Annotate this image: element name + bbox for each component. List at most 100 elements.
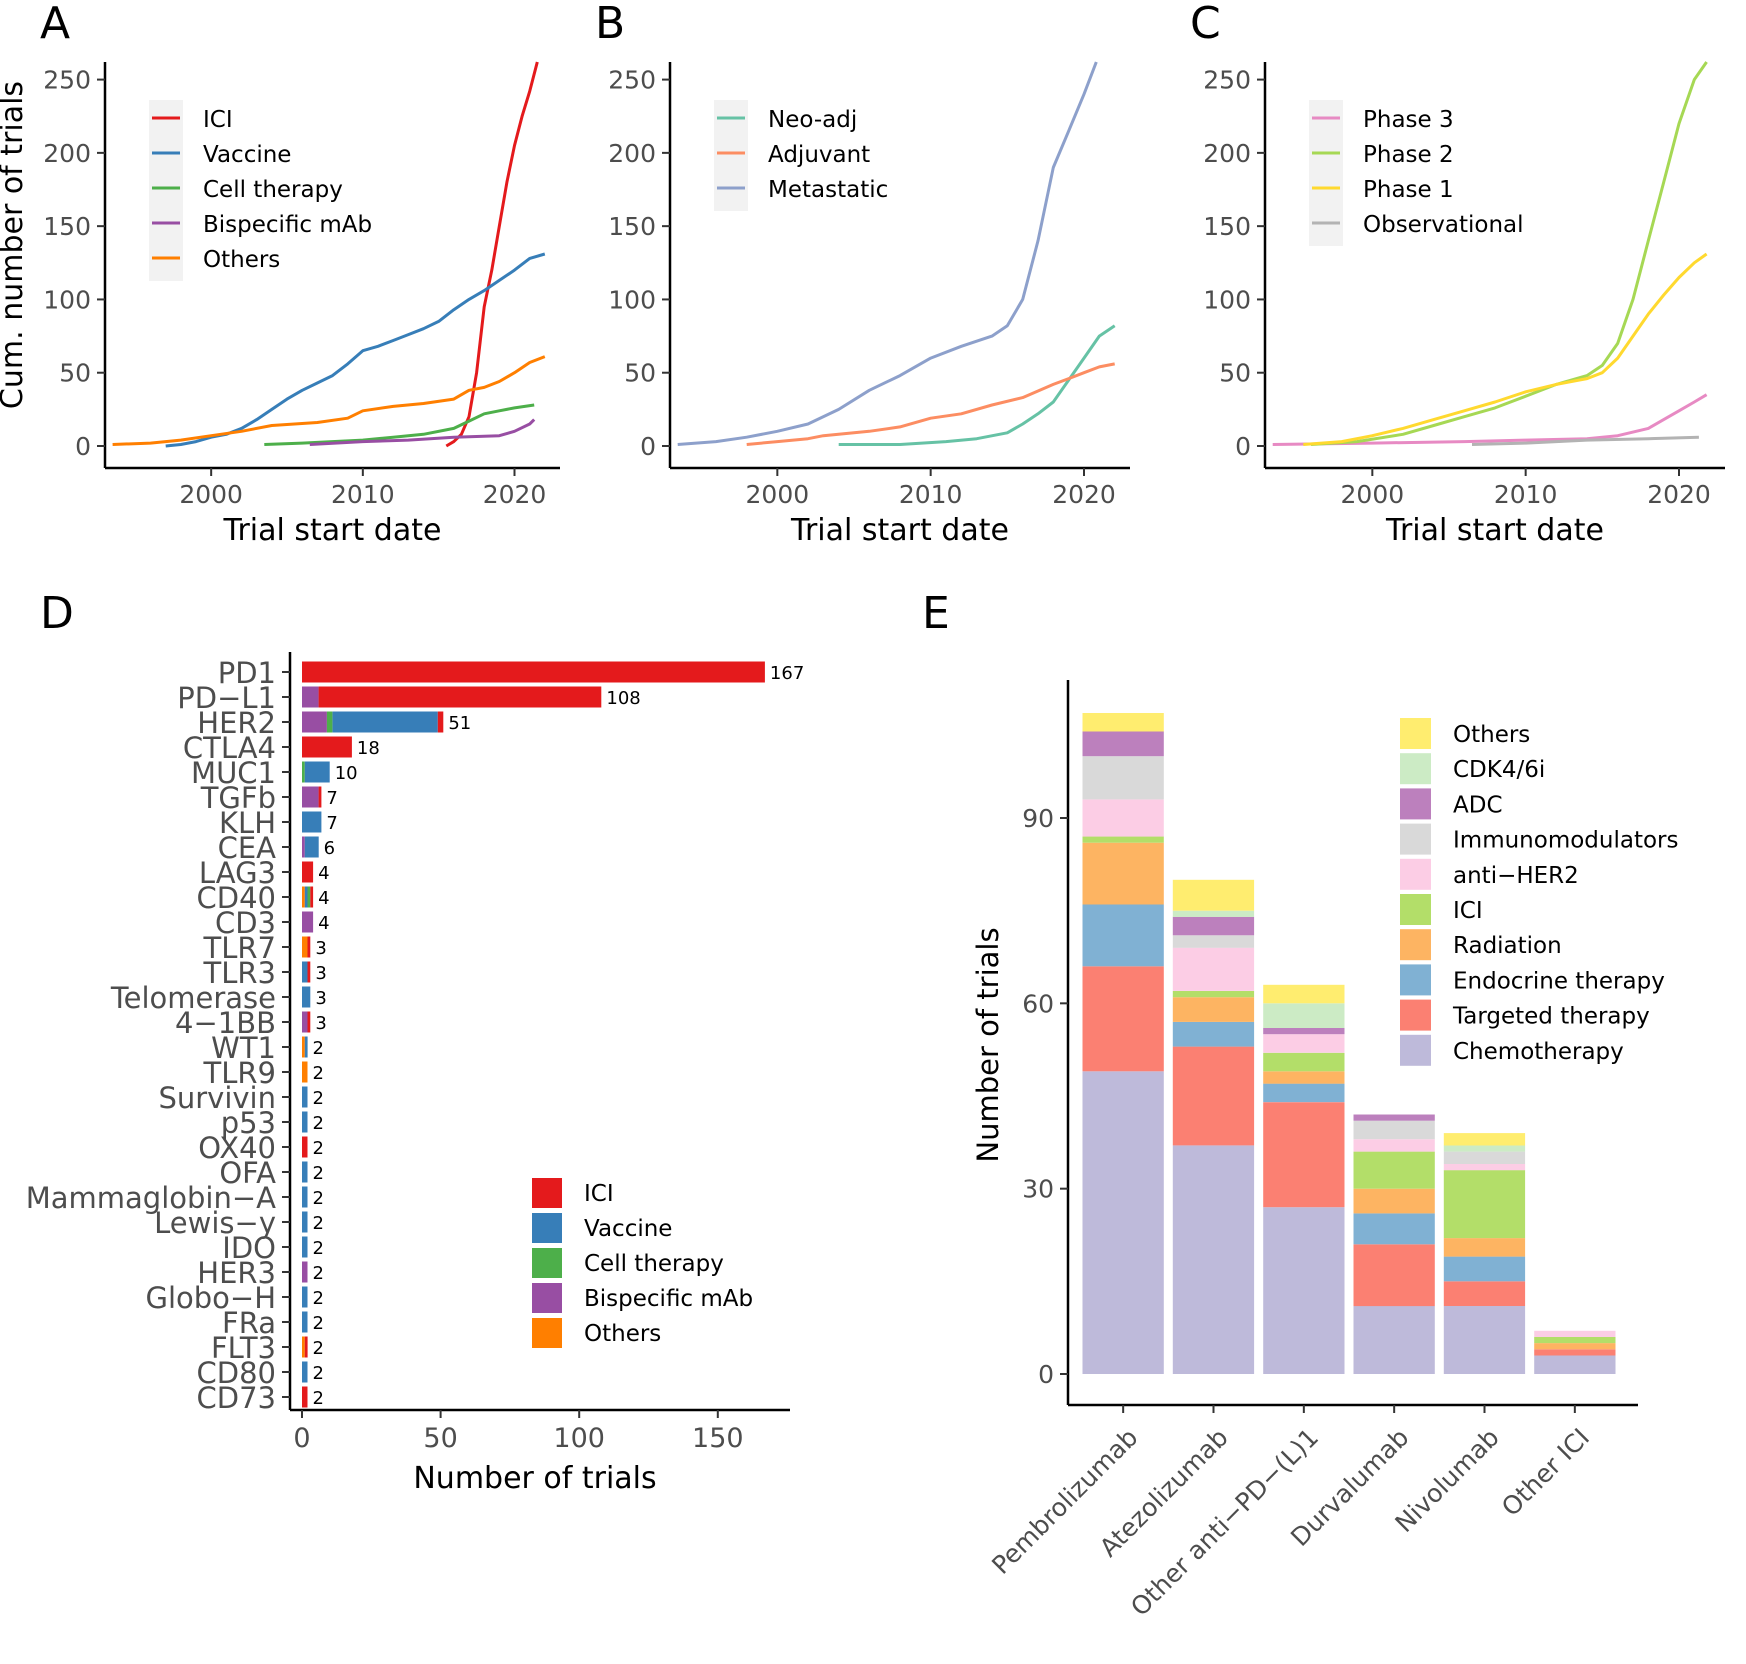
- series-line-adjuvant: [746, 362, 1115, 446]
- bar-segment-adc: [1082, 731, 1164, 757]
- bar-segment-cell-therapy: [326, 711, 333, 733]
- bar-segment-anti-her2: [1082, 799, 1164, 837]
- y-tick-label: 50: [624, 359, 656, 388]
- y-tick-label: 200: [43, 139, 91, 168]
- bar-segment-anti-her2: [1534, 1330, 1616, 1337]
- x-tick-label: 0: [293, 1423, 310, 1454]
- bar-total-label: 2: [313, 1263, 324, 1284]
- legend-label: Metastatic: [768, 177, 888, 203]
- category-label: TLR7: [203, 931, 276, 965]
- bar-segment-chemotherapy: [1172, 1145, 1255, 1374]
- legend-label: ICI: [1453, 898, 1483, 924]
- category-label: CD80: [197, 1356, 276, 1390]
- bar-segment-vaccine: [302, 811, 322, 833]
- x-tick-label: 150: [692, 1423, 744, 1454]
- y-tick-label: 90: [1022, 804, 1054, 833]
- bar-segment-vaccine: [304, 886, 308, 908]
- bar-segment-radiation: [1443, 1238, 1526, 1257]
- bar-total-label: 2: [313, 1138, 324, 1159]
- category-label: Globo−H: [145, 1281, 276, 1315]
- bar-segment-vaccine: [304, 761, 330, 783]
- bar-segment-cell-therapy: [302, 761, 305, 783]
- bar-segment-bispecific-mab: [302, 836, 305, 858]
- bar-segment-cdk4-6i: [1172, 910, 1255, 917]
- legend-key-background: [149, 100, 183, 281]
- legend-label: Phase 2: [1363, 142, 1454, 168]
- bar-total-label: 4: [318, 863, 329, 884]
- legend-label: Bispecific mAb: [584, 1286, 753, 1312]
- bar-total-label: 2: [313, 1088, 324, 1109]
- y-tick-label: 50: [59, 359, 91, 388]
- category-label: LAG3: [199, 856, 276, 890]
- bar-segment-ici: [302, 861, 314, 883]
- bar-segment-bispecific-mab: [302, 1261, 308, 1283]
- legend-label: Immunomodulators: [1453, 828, 1679, 854]
- category-label: Survivin: [158, 1081, 276, 1115]
- category-label: KLH: [219, 806, 276, 840]
- category-label: FLT3: [211, 1331, 276, 1365]
- category-label: IDO: [222, 1231, 276, 1265]
- bar-total-label: 2: [313, 1163, 324, 1184]
- bar-total-label: 108: [606, 688, 640, 709]
- bar-segment-bispecific-mab: [302, 1011, 308, 1033]
- legend-swatch-immunomodulators: [1400, 823, 1431, 855]
- legend-label: ICI: [584, 1181, 614, 1207]
- legend-label: Endocrine therapy: [1453, 968, 1665, 994]
- category-label: CTLA4: [183, 731, 276, 765]
- category-label: PD1: [218, 656, 276, 690]
- bar-segment-others: [302, 1336, 305, 1358]
- y-tick-label: 150: [1203, 212, 1251, 241]
- category-label: p53: [221, 1106, 276, 1140]
- category-label: HER2: [197, 706, 276, 740]
- bar-segment-radiation: [1353, 1188, 1435, 1214]
- legend-swatch-others: [532, 1318, 562, 1348]
- bar-total-label: 2: [313, 1288, 324, 1309]
- legend-label: Observational: [1363, 212, 1524, 238]
- bar-segment-immunomodulators: [1443, 1151, 1526, 1164]
- legend-swatch-chemotherapy: [1400, 1034, 1431, 1066]
- bar-segment-others: [1172, 879, 1255, 911]
- bar-segment-ici: [1263, 1052, 1345, 1072]
- bar-segment-vaccine: [302, 1211, 308, 1233]
- y-tick-label: 0: [1235, 432, 1251, 461]
- bar-segment-ici: [302, 736, 352, 758]
- bar-segment-vaccine: [302, 1311, 308, 1333]
- series-line-bispecific-mab: [309, 418, 536, 446]
- category-label: HER3: [197, 1256, 276, 1290]
- y-tick-label: 200: [1203, 139, 1251, 168]
- category-label: WT1: [211, 1031, 276, 1065]
- y-tick-label: 30: [1022, 1175, 1054, 1204]
- bar-segment-ici: [304, 1336, 308, 1358]
- bar-segment-immunomodulators: [1082, 756, 1164, 800]
- series-line-ici: [445, 61, 539, 448]
- bar-segment-others: [302, 1061, 308, 1083]
- bar-total-label: 2: [313, 1188, 324, 1209]
- bar-segment-vaccine: [302, 1111, 308, 1133]
- legend-label: ICI: [203, 107, 233, 133]
- x-tick-label: 2020: [483, 480, 547, 509]
- legend-label: Bispecific mAb: [203, 212, 372, 238]
- y-tick-label: 100: [1203, 285, 1251, 314]
- bar-segment-vaccine: [302, 1086, 308, 1108]
- legend-label: Neo-adj: [768, 107, 857, 133]
- legend-swatch-others: [1400, 718, 1431, 749]
- category-label: TGFb: [200, 781, 276, 815]
- legend-swatch-bispecific-mab: [532, 1283, 562, 1313]
- bar-total-label: 2: [313, 1363, 324, 1384]
- bar-total-label: 2: [313, 1213, 324, 1234]
- legend-label: Others: [203, 247, 280, 273]
- bar-segment-radiation: [1263, 1071, 1345, 1084]
- bar-segment-vaccine: [302, 986, 311, 1008]
- bar-segment-ici: [307, 936, 311, 958]
- series-line-cell-therapy: [264, 403, 535, 446]
- bar-segment-ici: [302, 661, 765, 683]
- bar-total-label: 2: [313, 1338, 324, 1359]
- bar-segment-others: [302, 886, 305, 908]
- bar-segment-ici: [1443, 1170, 1526, 1239]
- bar-segment-ici: [318, 786, 322, 808]
- bar-total-label: 4: [318, 913, 329, 934]
- legend-swatch-adc: [1400, 788, 1431, 820]
- bar-segment-endocrine-therapy: [1443, 1256, 1526, 1282]
- bar-segment-vaccine: [302, 1161, 308, 1183]
- bar-total-label: 2: [313, 1063, 324, 1084]
